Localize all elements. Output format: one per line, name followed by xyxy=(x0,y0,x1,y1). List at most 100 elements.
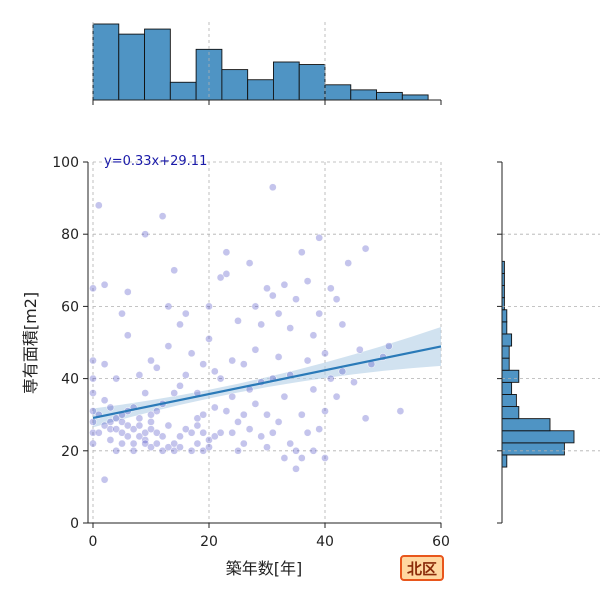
scatter-point xyxy=(274,353,283,361)
scatter-point xyxy=(268,291,277,300)
scatter-point xyxy=(303,356,312,365)
top-hist-bar xyxy=(92,23,120,101)
scatter-point xyxy=(350,378,358,387)
top-hist-bar xyxy=(324,84,352,101)
top-hist-bar xyxy=(169,81,197,101)
scatter-point xyxy=(152,407,161,415)
scatter-point xyxy=(89,407,97,415)
scatter-point xyxy=(251,302,260,311)
scatter-point xyxy=(112,414,121,423)
scatter-point xyxy=(141,389,150,397)
scatter-point xyxy=(187,349,196,358)
scatter-point xyxy=(309,446,318,455)
right-hist-bar xyxy=(501,357,510,371)
scatter-point xyxy=(199,446,208,455)
scatter-point xyxy=(94,201,103,210)
right-hist-bar xyxy=(501,345,510,359)
scatter-point xyxy=(274,309,283,318)
scatter-point xyxy=(344,259,353,267)
scatter-point xyxy=(141,439,150,448)
scatter-point xyxy=(89,389,97,397)
scatter-point xyxy=(147,410,155,419)
scatter-point xyxy=(216,273,225,282)
right-hist-bar xyxy=(501,418,551,432)
scatter-point xyxy=(123,288,132,296)
top-hist-bar xyxy=(118,33,146,101)
scatter-point xyxy=(332,295,341,304)
scatter-point xyxy=(187,446,196,455)
scatter-point xyxy=(216,428,225,437)
y-tick-label: 60 xyxy=(61,299,79,315)
right-hist-bar xyxy=(501,430,575,444)
scatter-point xyxy=(164,342,173,350)
scatter-point xyxy=(193,414,202,423)
scatter-point xyxy=(147,418,155,426)
scatter-point xyxy=(245,259,254,267)
scatter-point xyxy=(239,360,248,369)
confidence-band-area xyxy=(93,326,441,428)
scatter-point xyxy=(89,418,97,426)
regression-line xyxy=(92,345,442,419)
scatter-point xyxy=(100,360,109,369)
scatter-point xyxy=(118,439,126,448)
scatter-point xyxy=(338,367,347,376)
right-hist-bar xyxy=(501,406,520,420)
scatter-point xyxy=(315,233,324,242)
scatter-point xyxy=(100,421,109,430)
scatter-point xyxy=(251,345,260,354)
scatter-point xyxy=(89,356,97,365)
scatter-points xyxy=(89,183,405,484)
scatter-point xyxy=(228,392,237,401)
scatter-point xyxy=(338,320,347,329)
y-axis-title: 専有面積[m2] xyxy=(21,292,40,394)
scatter-point xyxy=(297,454,306,462)
scatter-point xyxy=(384,342,393,350)
scatter-point xyxy=(361,414,370,423)
scatter-point xyxy=(228,356,237,365)
scatter-point xyxy=(216,374,225,383)
scatter-point xyxy=(100,396,109,405)
scatter-point xyxy=(147,356,155,365)
scatter-point xyxy=(257,320,266,329)
top-hist-bar xyxy=(195,48,223,101)
scatter-point xyxy=(234,316,242,325)
scatter-point xyxy=(234,418,242,426)
scatter-point xyxy=(152,439,161,448)
scatter-point xyxy=(268,183,277,192)
scatter-point xyxy=(361,244,370,253)
scatter-point xyxy=(176,432,184,441)
scatter-point xyxy=(332,392,341,401)
confidence-band xyxy=(93,326,441,428)
scatter-point xyxy=(309,385,318,394)
right-hist-bar xyxy=(501,454,508,468)
scatter-point xyxy=(199,410,208,419)
right-hist-bar xyxy=(501,381,513,395)
y-tick-label: 0 xyxy=(70,516,79,532)
scatter-point xyxy=(326,284,335,293)
scatter-point xyxy=(222,248,231,257)
top-hist-bar xyxy=(350,89,378,101)
scatter-point xyxy=(187,428,196,437)
y-tick-label: 40 xyxy=(61,372,79,388)
scatter-point xyxy=(315,309,324,318)
scatter-point xyxy=(141,230,150,239)
right-hist-bar xyxy=(501,309,508,323)
scatter-point xyxy=(129,439,138,448)
scatter-point xyxy=(135,421,144,430)
scatter-point xyxy=(181,371,190,379)
scatter-point xyxy=(222,270,231,278)
scatter-point xyxy=(210,432,219,441)
scatter-point xyxy=(292,295,300,304)
scatter-point xyxy=(89,374,97,383)
x-tick-label: 60 xyxy=(432,534,450,550)
scatter-point xyxy=(280,280,289,289)
scatter-point xyxy=(100,475,109,484)
scatter-point xyxy=(112,446,121,455)
scatter-point xyxy=(297,248,306,257)
right-hist-bar xyxy=(501,333,513,347)
scatter-point xyxy=(170,266,179,275)
top-hist-bar xyxy=(298,64,326,101)
scatter-point xyxy=(164,421,173,430)
scatter-point xyxy=(303,428,312,437)
